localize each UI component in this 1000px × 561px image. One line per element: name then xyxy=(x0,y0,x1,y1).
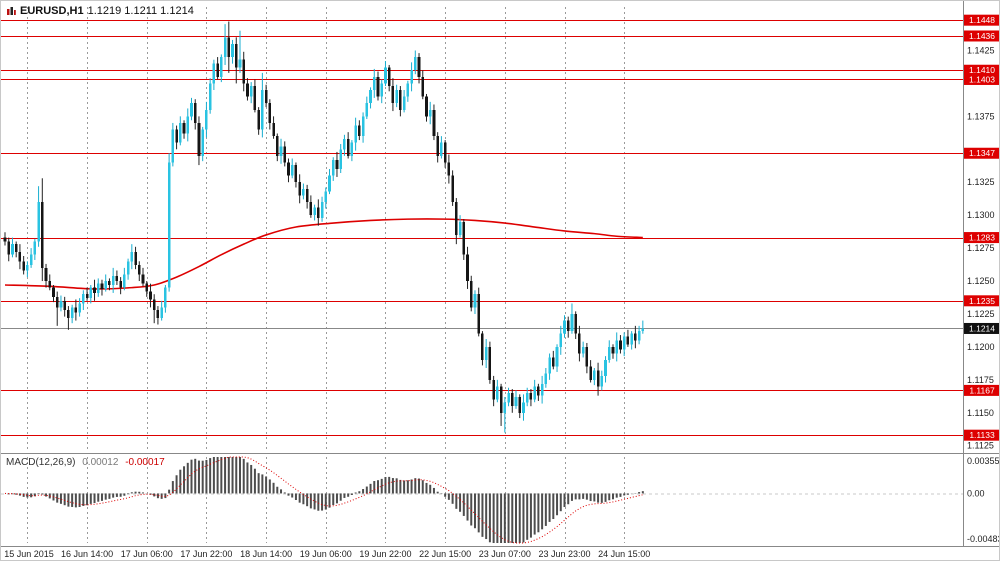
x-axis-label: 16 Jun 14:00 xyxy=(61,549,113,559)
moving-average-line[interactable] xyxy=(4,218,643,290)
macd-panel xyxy=(1,456,963,544)
y-axis-tick: 1.1175 xyxy=(967,375,994,385)
macd-axis-tick: -0.00483 xyxy=(967,534,1000,544)
ma-layer xyxy=(4,218,643,290)
hlines-layer xyxy=(1,20,963,436)
y-axis-tick: 1.1375 xyxy=(967,111,995,121)
macd-main-value: 0.00012 xyxy=(82,457,119,468)
price-level-flag-text: 1.1167 xyxy=(969,385,995,395)
macd-indicator-label: MACD(12,26,9) 0.00012 -0.00017 xyxy=(6,457,165,468)
y-axis-tick: 1.1300 xyxy=(967,210,995,220)
symbol-timeframe-label: EURUSD,H1 xyxy=(20,5,84,17)
price-level-flag-text: 1.1403 xyxy=(969,74,995,84)
x-axis-label: 23 Jun 23:00 xyxy=(538,549,590,559)
x-axis-label: 19 Jun 22:00 xyxy=(359,549,411,559)
x-axis-label: 23 Jun 07:00 xyxy=(479,549,531,559)
macd-axis-tick: 0.00 xyxy=(967,488,985,498)
x-axis-label: 18 Jun 14:00 xyxy=(240,549,292,559)
price-level-flag xyxy=(964,73,999,85)
macd-axis: 0.00355 0.00 -0.00483 xyxy=(967,456,1000,544)
symbol-header: EURUSD,H1 1.1219 1.1211 1.1214 xyxy=(6,5,194,17)
price-level-flag-text: 1.1448 xyxy=(969,15,995,25)
y-axis-tick: 1.1425 xyxy=(967,45,995,55)
candles-layer xyxy=(3,21,645,433)
chart-icon xyxy=(7,7,16,15)
price-level-flag-text: 1.1133 xyxy=(969,430,995,440)
price-level-flag-text: 1.1347 xyxy=(969,148,995,158)
time-axis: 15 Jun 2015 16 Jun 14:00 17 Jun 06:00 17 Ju… xyxy=(4,549,650,559)
y-axis-tick: 1.1250 xyxy=(967,276,995,286)
price-level-flag xyxy=(964,232,999,244)
separators xyxy=(1,1,999,547)
price-level-flag-text: 1.1283 xyxy=(969,233,995,243)
y-axis-tick: 1.1275 xyxy=(967,243,995,253)
x-axis-label: 17 Jun 06:00 xyxy=(121,549,173,559)
price-level-flag xyxy=(964,64,999,76)
x-axis-label: 19 Jun 06:00 xyxy=(300,549,352,559)
price-level-flag xyxy=(964,14,999,26)
x-axis-label: 15 Jun 2015 xyxy=(4,549,54,559)
macd-axis-tick: 0.00355 xyxy=(967,456,1000,466)
price-level-flag-text: 1.1436 xyxy=(969,31,995,41)
quote-values: 1.1219 1.1211 1.1214 xyxy=(87,5,194,17)
grid-layer xyxy=(27,7,625,543)
x-axis-label: 24 Jun 15:00 xyxy=(598,549,650,559)
y-axis-tick: 1.1150 xyxy=(967,408,994,418)
y-axis-tick: 1.1125 xyxy=(967,441,994,451)
price-level-flag xyxy=(964,30,999,42)
macd-signal-value: -0.00017 xyxy=(125,457,165,468)
price-level-flag xyxy=(964,147,999,159)
price-level-flag xyxy=(964,429,999,441)
x-axis-label: 22 Jun 15:00 xyxy=(419,549,471,559)
price-level-flag-text: 1.1235 xyxy=(969,296,995,306)
price-level-flag xyxy=(964,295,999,307)
current-price-flag-text: 1.1214 xyxy=(969,323,995,333)
y-axis-tick: 1.1200 xyxy=(967,342,995,352)
price-level-flag xyxy=(964,384,999,396)
y-axis-tick: 1.1325 xyxy=(967,177,995,187)
price-axis: 1.1425 1.1375 1.1325 1.1300 1.1275 1.1250 1.12… xyxy=(964,14,999,451)
y-axis-tick: 1.1225 xyxy=(967,309,995,319)
price-level-flag-text: 1.1410 xyxy=(969,65,995,75)
current-price-flag xyxy=(964,322,999,334)
x-axis-label: 17 Jun 22:00 xyxy=(180,549,232,559)
macd-signal-line xyxy=(4,456,643,544)
macd-name: MACD(12,26,9) xyxy=(6,457,76,468)
